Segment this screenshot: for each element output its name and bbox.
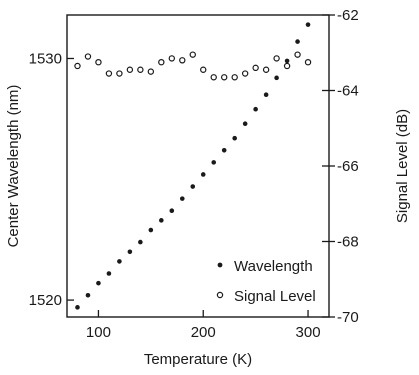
legend-label-wavelength: Wavelength — [234, 258, 313, 275]
wavelength-point — [148, 227, 154, 233]
wavelength-point — [127, 249, 133, 255]
axis-tick-labels: 100 200 300 1520 1530 -70 -68 -66 -64 -62 — [29, 7, 359, 341]
wavelength-point — [200, 172, 206, 177]
y-axis-right-title: Signal Level (dB) — [394, 109, 411, 223]
signal-level-point — [105, 70, 113, 77]
wavelength-point — [263, 92, 269, 98]
signal-level-point — [147, 68, 155, 75]
wavelength-point — [159, 218, 164, 223]
signal-level-point — [158, 58, 165, 66]
wavelength-point — [305, 22, 311, 27]
x-tick-label: 300 — [296, 324, 321, 341]
signal-level-point — [95, 58, 102, 66]
wavelength-point — [295, 39, 300, 44]
signal-level-point — [220, 74, 228, 81]
wavelength-point — [274, 75, 279, 81]
signal-level-point — [283, 62, 291, 70]
x-tick-label: 200 — [191, 324, 216, 341]
wavelength-point — [85, 292, 91, 298]
wavelength-point — [242, 121, 248, 127]
wavelength-point — [106, 271, 112, 276]
x-tick-label: 100 — [86, 324, 111, 341]
signal-level-point — [137, 66, 144, 73]
wavelength-point — [138, 239, 143, 245]
y-right-tick-label: -64 — [337, 83, 359, 100]
y-left-tick-label: 1520 — [29, 292, 62, 309]
signal-level-point — [294, 51, 301, 58]
y-right-tick-label: -62 — [337, 7, 359, 24]
signal-level-point — [84, 53, 92, 60]
data-marks — [74, 22, 312, 310]
y-right-tick-label: -68 — [337, 234, 359, 251]
signal-level-point — [210, 74, 217, 81]
signal-level-point — [241, 70, 249, 77]
signal-level-point — [273, 55, 280, 62]
signal-level-point — [262, 66, 270, 73]
axis-ticks — [67, 14, 335, 318]
signal-level-point — [74, 62, 81, 70]
signal-level-point — [200, 66, 207, 73]
wavelength-point — [190, 184, 196, 189]
wavelength-point — [117, 259, 122, 264]
signal-level-point — [116, 70, 123, 77]
signal-level-point — [179, 57, 186, 64]
signal-level-point — [252, 64, 259, 72]
y-left-tick-label: 1530 — [29, 50, 62, 67]
signal-level-point — [126, 66, 134, 73]
x-axis-title: Temperature (K) — [144, 351, 252, 368]
y-axis-left-title: Center Wavelength (nm) — [5, 85, 22, 248]
signal-level-point — [231, 74, 238, 81]
legend-marker-wavelength — [217, 262, 223, 268]
wavelength-point — [75, 305, 80, 310]
signal-level-point — [304, 58, 312, 66]
y-right-tick-label: -66 — [337, 158, 359, 175]
y-right-tick-label: -70 — [337, 309, 359, 326]
wavelength-point — [211, 160, 217, 165]
wavelength-point — [232, 135, 237, 141]
wavelength-point — [221, 147, 227, 153]
wavelength-point — [284, 58, 290, 64]
wavelength-point — [169, 208, 175, 213]
legend-marker-signal-level — [216, 291, 224, 299]
wavelength-point — [96, 280, 101, 286]
signal-level-point — [189, 51, 196, 58]
legend: Wavelength Signal Level — [216, 258, 316, 305]
signal-level-point — [168, 55, 175, 62]
wavelength-point — [253, 106, 258, 112]
legend-label-signal-level: Signal Level — [234, 288, 316, 305]
wavelength-point — [179, 196, 185, 201]
